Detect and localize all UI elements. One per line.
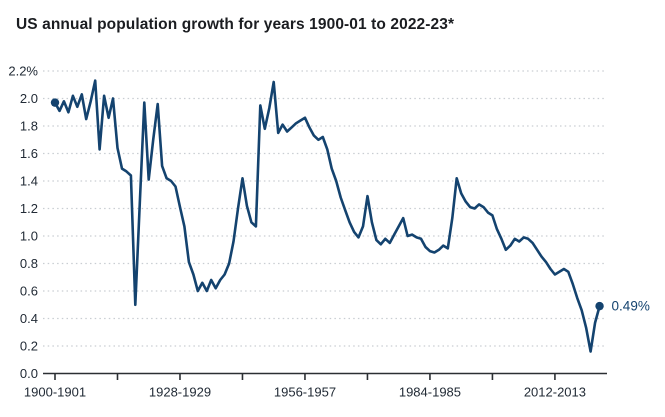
- start-point-marker: [50, 98, 60, 107]
- y-tick-label: 1.4: [20, 174, 38, 189]
- x-tick-label: 1984-1985: [399, 385, 461, 400]
- x-tick-label: 1928-1929: [149, 385, 211, 400]
- x-tick-label: 1900-1901: [24, 385, 86, 400]
- y-tick-label: 1.2: [20, 201, 38, 216]
- y-tick-label: 1.8: [20, 119, 38, 134]
- y-tick-label: 1.0: [20, 229, 38, 244]
- y-tick-label: 0.4: [20, 311, 38, 326]
- y-tick-label: 1.6: [20, 146, 38, 161]
- y-tick-label: 0.2: [20, 339, 38, 354]
- y-tick-label: 0.6: [20, 284, 38, 299]
- chart-title: US annual population growth for years 19…: [16, 16, 455, 33]
- y-tick-label: 2.0: [20, 91, 38, 106]
- x-tick-label: 2012-2013: [524, 385, 586, 400]
- end-value-label: 0.49%: [612, 299, 650, 314]
- x-tick-label: 1956-1957: [274, 385, 336, 400]
- growth-data-line: [53, 79, 601, 353]
- y-tick-label: 0.0: [20, 366, 38, 381]
- y-tick-label: 0.8: [20, 256, 38, 271]
- end-point-marker: [595, 301, 604, 311]
- y-tick-label: 2.2%: [8, 64, 38, 79]
